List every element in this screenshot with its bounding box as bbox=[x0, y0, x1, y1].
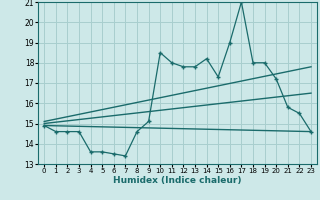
X-axis label: Humidex (Indice chaleur): Humidex (Indice chaleur) bbox=[113, 176, 242, 185]
